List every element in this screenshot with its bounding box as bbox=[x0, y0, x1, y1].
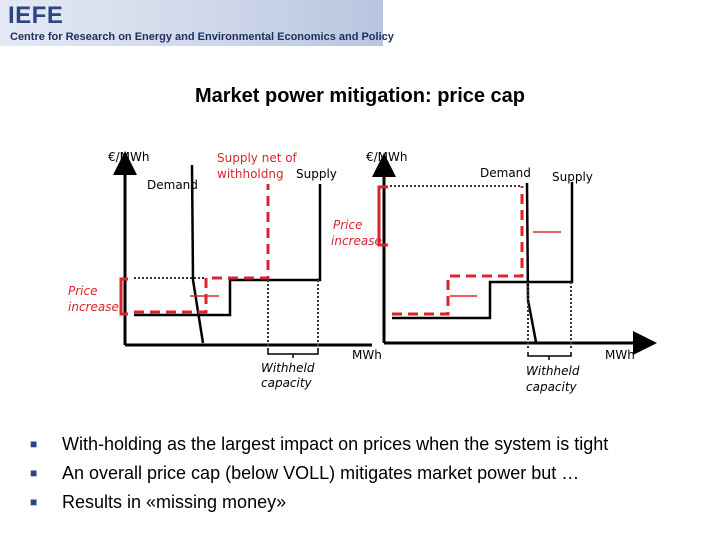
square-bullet-icon: ■ bbox=[30, 437, 38, 451]
left-supply-net-label-2: withholdng bbox=[217, 167, 284, 181]
bullet-item: ■ Results in «missing money» bbox=[30, 488, 608, 517]
left-withheld-label-2: capacity bbox=[261, 376, 313, 390]
right-withheld-brace bbox=[527, 352, 572, 360]
bullet-text: An overall price cap (below VOLL) mitiga… bbox=[62, 463, 580, 483]
left-withheld-label-1: Withheld bbox=[261, 361, 315, 375]
right-supply-label: Supply bbox=[552, 170, 593, 184]
left-demand-curve bbox=[190, 164, 205, 344]
header-banner: IEFE Centre for Research on Energy and E… bbox=[0, 0, 394, 46]
right-withheld-label-2: capacity bbox=[526, 380, 578, 394]
slide-title: Market power mitigation: price cap bbox=[194, 85, 526, 107]
right-supply-curve bbox=[392, 182, 574, 320]
right-demand-label: Demand bbox=[480, 166, 531, 180]
center-x-axis-label: MWh bbox=[352, 348, 382, 362]
left-price-increase-bracket bbox=[119, 277, 128, 316]
left-y-axis-label: €/MWh bbox=[108, 150, 150, 164]
right-supply-net-curve bbox=[392, 186, 524, 316]
left-price-increase-label-1: Price bbox=[68, 284, 97, 298]
left-withheld-brace bbox=[267, 350, 319, 358]
right-price-increase-label-2: increase bbox=[331, 234, 382, 248]
left-demand-label: Demand bbox=[147, 178, 198, 192]
bullet-item: ■ An overall price cap (below VOLL) mitig… bbox=[30, 459, 608, 488]
bullet-text: Results in «missing money» bbox=[62, 492, 287, 512]
right-price-increase-bracket bbox=[377, 185, 388, 247]
bullet-text: With-holding as the largest impact on pr… bbox=[62, 434, 609, 454]
left-supply-net-curve bbox=[134, 184, 270, 314]
iefe-logo: IEFE bbox=[8, 2, 64, 29]
bullet-item: ■ With-holding as the largest impact on p… bbox=[30, 430, 608, 459]
right-diagram: €/MWh MWh Demand Supply Withheld capacit… bbox=[331, 150, 657, 394]
square-bullet-icon: ■ bbox=[30, 495, 38, 509]
right-price-increase-label-1: Price bbox=[333, 218, 362, 232]
left-supply-label: Supply bbox=[296, 167, 337, 181]
right-x-axis-label: MWh bbox=[605, 348, 635, 362]
right-withheld-label-1: Withheld bbox=[526, 364, 580, 378]
left-supply-curve bbox=[134, 184, 322, 317]
right-y-axis-label: €/MWh bbox=[366, 150, 408, 164]
left-supply-net-label-1: Supply net of bbox=[217, 151, 298, 165]
square-bullet-icon: ■ bbox=[30, 466, 38, 480]
left-price-increase-label-2: increase bbox=[68, 300, 119, 314]
bullet-list: ■ With-holding as the largest impact on p… bbox=[30, 430, 608, 517]
header-subtitle: Centre for Research on Energy and Enviro… bbox=[10, 31, 394, 43]
left-diagram: €/MWh Demand Withheld capacity Price inc… bbox=[68, 150, 372, 390]
